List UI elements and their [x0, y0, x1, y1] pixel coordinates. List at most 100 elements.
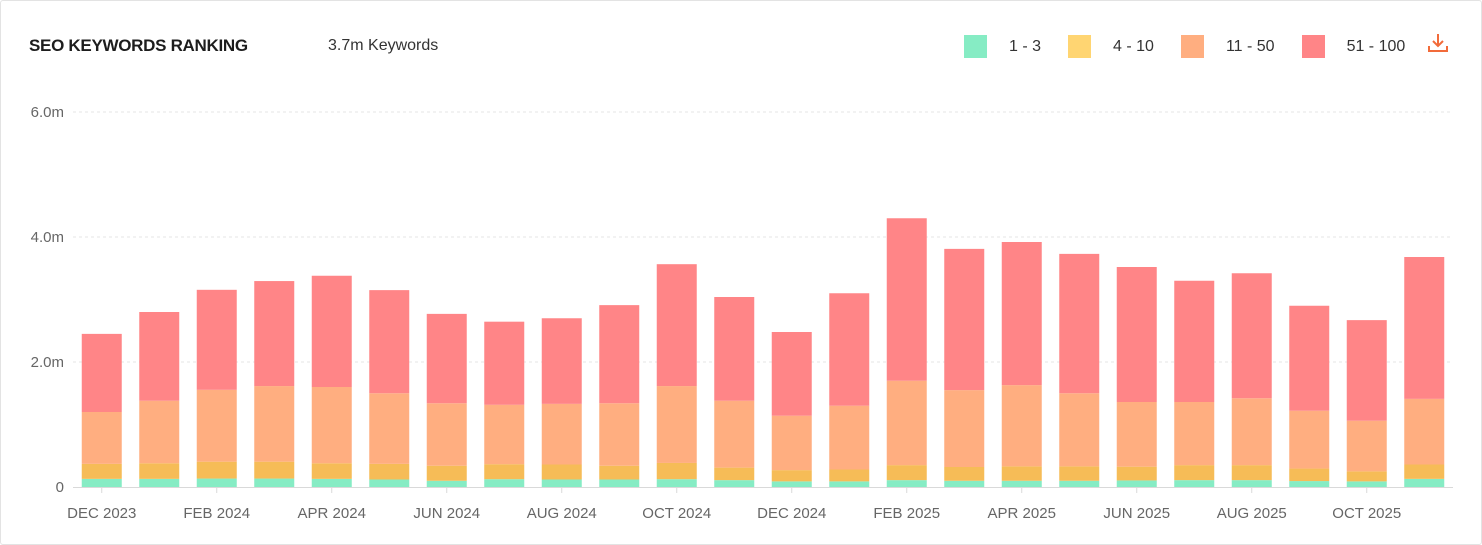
legend-label: 1 - 3 [1009, 37, 1042, 55]
bar-segment-4-10 [1346, 471, 1387, 482]
bar-segment-51-100 [426, 313, 467, 404]
bar-segment-4-10 [1404, 464, 1445, 479]
bar-segment-1-3 [1404, 478, 1445, 487]
bar-segment-51-100 [311, 275, 352, 387]
bar-segment-11-50 [484, 404, 525, 465]
bar-segment-11-50 [311, 387, 352, 464]
bar-segment-51-100 [1174, 280, 1215, 402]
bar-segment-11-50 [369, 393, 410, 464]
keywords-count: 3.7m Keywords [328, 37, 439, 54]
bar-segment-51-100 [1231, 273, 1272, 399]
bar-segment-1-3 [426, 480, 467, 487]
x-tick-label: OCT 2024 [642, 505, 711, 522]
bar-segment-4-10 [1001, 466, 1042, 481]
bar-segment-4-10 [714, 467, 755, 481]
bar-segment-4-10 [139, 463, 180, 479]
bar-segment-1-3 [829, 481, 870, 487]
bar-segment-1-3 [1289, 481, 1330, 487]
bar-segment-11-50 [829, 405, 870, 470]
bar-segment-51-100 [81, 333, 122, 412]
bar-segment-11-50 [426, 403, 467, 466]
y-tick-label: 6.0m [31, 104, 64, 121]
bar-segment-11-50 [1231, 398, 1272, 466]
legend-label: 11 - 50 [1225, 37, 1275, 55]
bar-segment-51-100 [139, 312, 180, 401]
bar-segment-4-10 [829, 469, 870, 482]
x-tick-label: AUG 2025 [1217, 505, 1287, 522]
bar-segment-4-10 [1059, 466, 1100, 481]
bar-segment-4-10 [484, 464, 525, 480]
bar-segment-11-50 [1174, 402, 1215, 466]
y-tick-label: 4.0m [31, 229, 64, 246]
bar-segment-4-10 [541, 464, 582, 480]
bar-segment-11-50 [1001, 385, 1042, 467]
bar-segment-1-3 [196, 478, 237, 487]
bar-segment-11-50 [771, 415, 812, 471]
x-tick-label: APR 2024 [298, 505, 366, 522]
x-tick-label: OCT 2025 [1332, 505, 1401, 522]
bar-segment-1-3 [311, 478, 352, 487]
bar-segment-11-50 [656, 386, 697, 463]
x-tick-label: DEC 2023 [67, 505, 136, 522]
bar-segment-11-50 [1346, 420, 1387, 472]
x-tick-label: AUG 2024 [527, 505, 597, 522]
legend-item-4-10[interactable]: 4 - 10 [1068, 35, 1181, 58]
bar-segment-51-100 [1001, 242, 1042, 386]
bar-segment-4-10 [886, 465, 927, 481]
bar-segment-11-50 [599, 403, 640, 466]
y-tick-label: 0 [56, 479, 64, 496]
bar-segment-1-3 [656, 479, 697, 487]
bar-segment-4-10 [599, 465, 640, 480]
bar-segment-1-3 [484, 479, 525, 487]
bar-segment-4-10 [426, 465, 467, 481]
bar-segment-11-50 [1059, 393, 1100, 467]
bar-segment-4-10 [656, 462, 697, 480]
bar-segment-1-3 [714, 480, 755, 487]
bar-segment-11-50 [1116, 402, 1157, 467]
legend-swatch [1068, 35, 1092, 58]
x-tick-label: FEB 2024 [183, 505, 250, 522]
y-tick-label: 2.0m [31, 354, 64, 371]
bar-segment-1-3 [81, 478, 122, 487]
bar-segment-1-3 [139, 478, 180, 487]
bar-segment-51-100 [656, 264, 697, 387]
bar-segment-11-50 [541, 403, 582, 465]
bar-segment-51-100 [1346, 320, 1387, 421]
bar-segment-4-10 [1231, 465, 1272, 481]
legend-item-1-3[interactable]: 1 - 3 [964, 35, 1068, 58]
bar-segment-11-50 [196, 389, 237, 462]
bar-segment-51-100 [1289, 305, 1330, 411]
bar-segment-11-50 [886, 380, 927, 466]
bar-segment-51-100 [886, 218, 927, 381]
bar-segment-51-100 [196, 289, 237, 390]
bar-segment-1-3 [599, 479, 640, 487]
legend-label: 4 - 10 [1113, 37, 1154, 55]
bar-segment-11-50 [714, 400, 755, 468]
bar-segment-4-10 [1289, 468, 1330, 482]
bar-segment-1-3 [771, 481, 812, 487]
legend-label: 51 - 100 [1346, 37, 1406, 55]
bar-segment-1-3 [886, 480, 927, 487]
bar-segment-51-100 [541, 318, 582, 404]
legend-swatch [964, 35, 987, 58]
bar-segment-51-100 [599, 305, 640, 404]
bar-segment-11-50 [944, 390, 985, 467]
bar-segment-51-100 [771, 332, 812, 416]
bar-segment-1-3 [1346, 481, 1387, 487]
bar-segment-4-10 [1116, 466, 1157, 481]
bar-segment-1-3 [1174, 480, 1215, 487]
legend-item-11-50[interactable]: 11 - 50 [1180, 35, 1302, 58]
bar-segment-4-10 [254, 461, 295, 479]
chart-title: SEO KEYWORDS RANKING [29, 36, 248, 55]
x-tick-label: FEB 2025 [873, 505, 940, 522]
bar-segment-51-100 [829, 293, 870, 406]
bar-segment-51-100 [1404, 257, 1445, 399]
bar-segment-51-100 [369, 290, 410, 394]
bar-segment-51-100 [484, 321, 525, 405]
bar-segment-4-10 [944, 467, 985, 481]
bar-segment-1-3 [369, 479, 410, 487]
legend-item-51-100[interactable]: 51 - 100 [1301, 35, 1433, 58]
bar-segment-51-100 [254, 281, 295, 387]
download-button[interactable] [1426, 31, 1450, 55]
